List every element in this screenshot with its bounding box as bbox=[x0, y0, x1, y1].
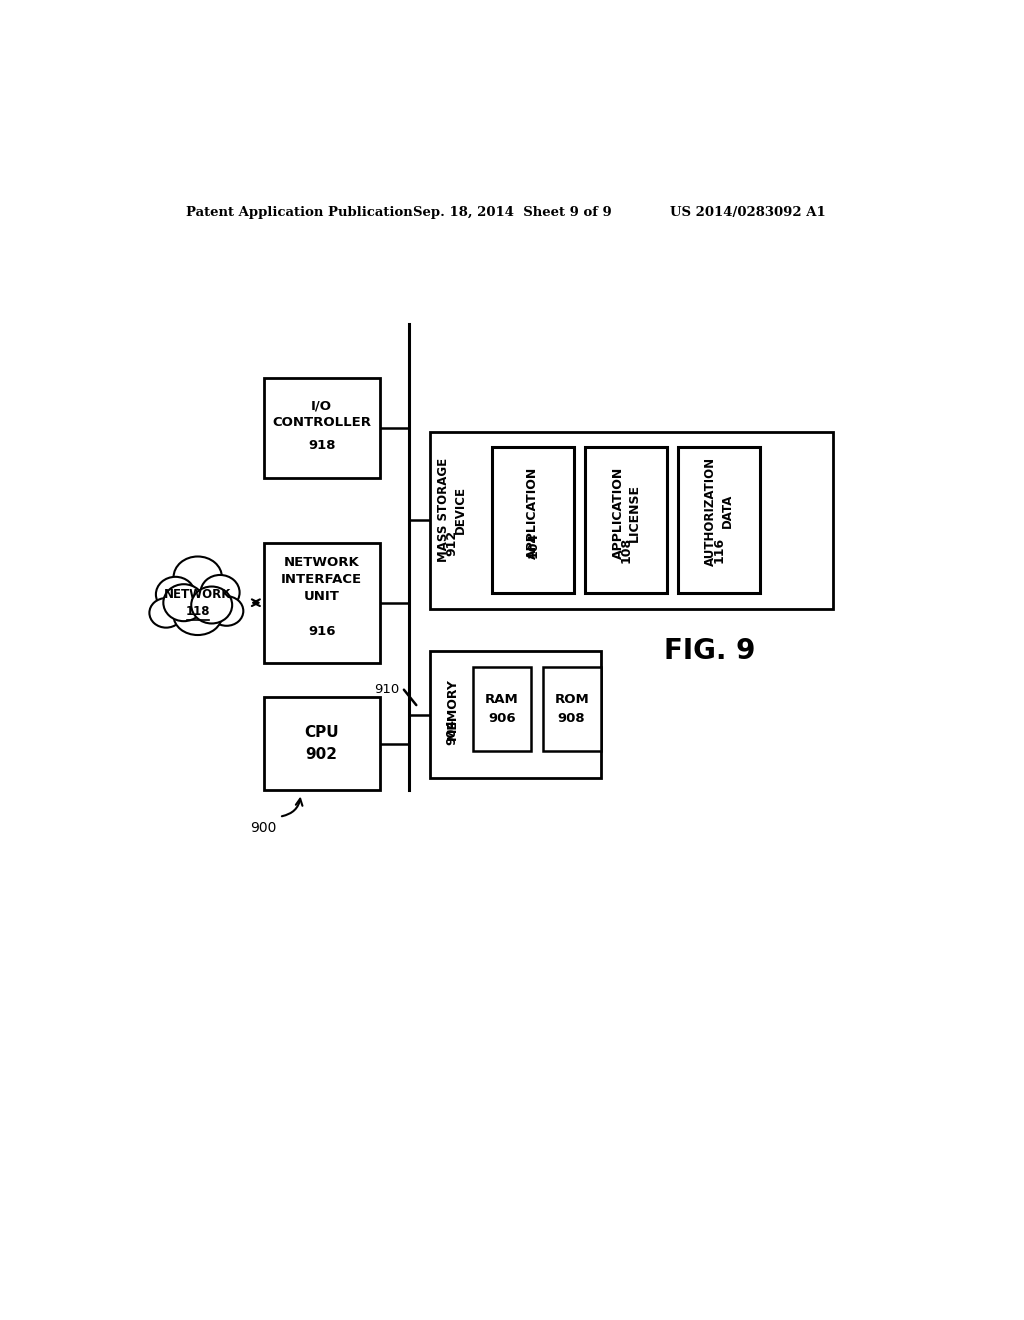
Text: AUTHORIZATION
DATA: AUTHORIZATION DATA bbox=[705, 457, 733, 566]
Text: NETWORK
INTERFACE
UNIT: NETWORK INTERFACE UNIT bbox=[282, 557, 362, 603]
Bar bbox=[473, 667, 531, 751]
Text: 900: 900 bbox=[251, 821, 276, 836]
Text: ROM: ROM bbox=[554, 693, 589, 706]
Bar bbox=[586, 447, 667, 594]
Text: US 2014/0283092 A1: US 2014/0283092 A1 bbox=[671, 206, 826, 219]
Text: 908: 908 bbox=[558, 711, 586, 725]
Text: Patent Application Publication: Patent Application Publication bbox=[186, 206, 413, 219]
Text: 902: 902 bbox=[306, 747, 338, 762]
Text: I/O
CONTROLLER: I/O CONTROLLER bbox=[272, 399, 372, 429]
Bar bbox=[263, 544, 380, 663]
Text: CPU: CPU bbox=[304, 725, 339, 741]
Ellipse shape bbox=[174, 597, 222, 635]
Text: 118: 118 bbox=[185, 606, 210, 619]
Bar bbox=[543, 667, 601, 751]
Text: MASS STORAGE
DEVICE: MASS STORAGE DEVICE bbox=[437, 458, 467, 561]
Text: Sep. 18, 2014  Sheet 9 of 9: Sep. 18, 2014 Sheet 9 of 9 bbox=[414, 206, 612, 219]
Text: APPLICATION: APPLICATION bbox=[526, 466, 540, 558]
Text: MEMORY: MEMORY bbox=[445, 677, 459, 739]
FancyArrowPatch shape bbox=[282, 799, 302, 816]
Ellipse shape bbox=[210, 597, 244, 626]
Text: 910: 910 bbox=[374, 684, 399, 696]
Ellipse shape bbox=[191, 586, 232, 623]
Text: RAM: RAM bbox=[485, 693, 519, 706]
Bar bbox=[263, 378, 380, 478]
Ellipse shape bbox=[174, 557, 222, 598]
Ellipse shape bbox=[156, 577, 195, 612]
Bar bbox=[263, 697, 380, 789]
Text: 916: 916 bbox=[308, 624, 336, 638]
Bar bbox=[430, 432, 834, 609]
Text: FIG. 9: FIG. 9 bbox=[664, 638, 755, 665]
Ellipse shape bbox=[201, 576, 240, 610]
Bar bbox=[430, 651, 601, 779]
Text: 108: 108 bbox=[620, 536, 633, 562]
Bar bbox=[493, 447, 573, 594]
Text: 104: 104 bbox=[526, 532, 540, 558]
Text: 116: 116 bbox=[713, 536, 725, 562]
Ellipse shape bbox=[150, 598, 183, 627]
Bar bbox=[678, 447, 760, 594]
Ellipse shape bbox=[164, 585, 204, 622]
Text: 918: 918 bbox=[308, 438, 336, 451]
Text: 906: 906 bbox=[488, 711, 516, 725]
Text: APPLICATION
LICENSE: APPLICATION LICENSE bbox=[611, 466, 640, 558]
Text: 904: 904 bbox=[445, 718, 459, 744]
Text: 912: 912 bbox=[445, 531, 459, 557]
Text: NETWORK: NETWORK bbox=[164, 589, 231, 602]
